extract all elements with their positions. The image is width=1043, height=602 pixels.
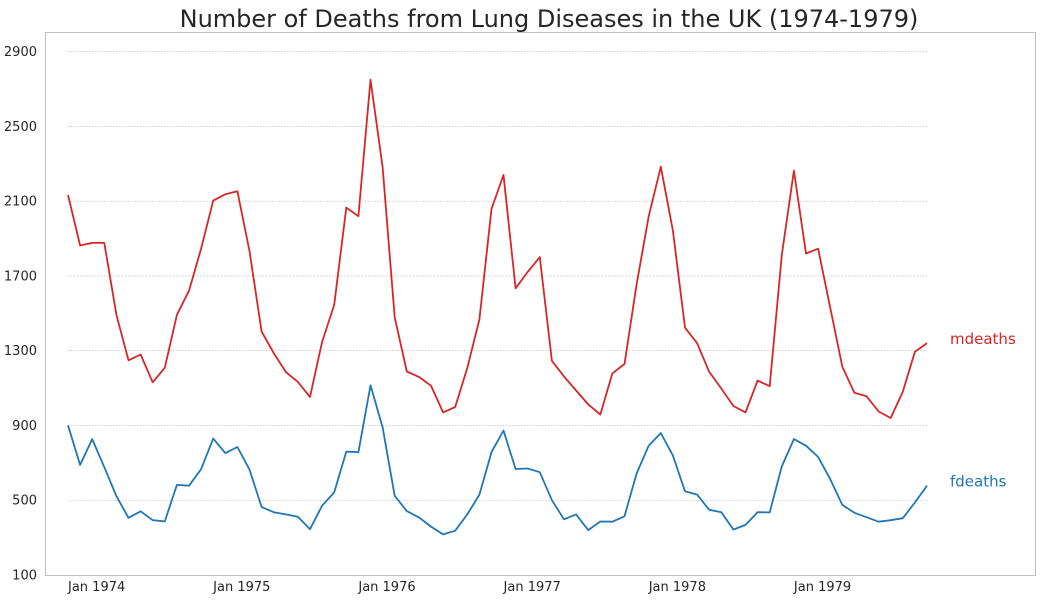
x-tick-label: Jan 1976 [357,580,415,595]
y-tick-label: 2900 [4,45,37,60]
y-tick-label: 100 [12,569,37,584]
series-labels: mdeaths fdeaths [950,330,1016,491]
x-tick-label: Jan 1977 [503,580,561,595]
x-tick-label: Jan 1974 [67,580,125,595]
mdeaths-line [67,78,928,419]
y-tick-label: 2100 [4,195,37,210]
mdeaths-label: mdeaths [950,330,1016,348]
x-axis-ticks: Jan 1974 Jan 1975 Jan 1976 Jan 1977 Jan 1978… [67,580,851,595]
x-tick-label: Jan 1975 [212,580,270,595]
gridlines [68,51,927,501]
y-tick-label: 900 [12,419,37,434]
x-tick-label: Jan 1978 [648,580,706,595]
y-tick-label: 1700 [4,269,37,284]
fdeaths-line [67,384,928,536]
fdeaths-label: fdeaths [950,473,1007,491]
y-tick-label: 1300 [4,344,37,359]
chart-title: Number of Deaths from Lung Diseases in t… [180,5,919,33]
x-tick-label: Jan 1979 [793,580,851,595]
y-tick-label: 500 [12,494,37,509]
series-lines [67,78,928,536]
y-tick-label: 2500 [4,120,37,135]
plot-frame [45,32,1036,576]
y-axis-ticks: 100 500 900 1300 1700 2100 2500 2900 [4,45,37,583]
